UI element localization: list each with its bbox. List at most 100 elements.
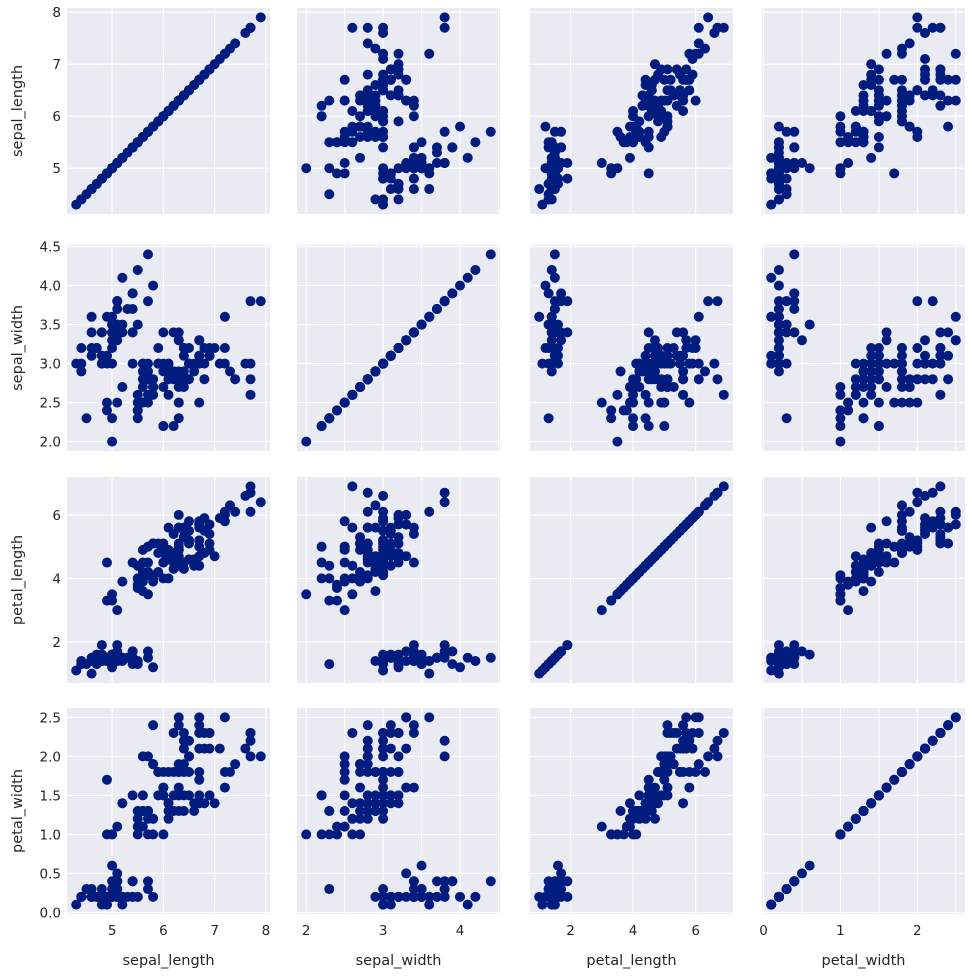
scatter-point: [766, 665, 777, 676]
scatter-point: [385, 891, 396, 902]
scatter-point: [331, 137, 342, 148]
scatter-point: [408, 111, 419, 122]
y-tick-label: 1.0: [40, 827, 61, 843]
scatter-point: [401, 95, 412, 106]
scatter-point: [107, 595, 118, 606]
scatter-point: [462, 152, 473, 163]
scatter-point: [766, 358, 777, 369]
scatter-point: [596, 821, 607, 832]
scatter-point: [378, 735, 389, 746]
scatter-point: [781, 413, 792, 424]
y-tick-label: 3.0: [40, 357, 61, 373]
scatter-point: [562, 891, 573, 902]
scatter-point: [219, 343, 230, 353]
scatter-point: [339, 126, 350, 137]
scatter-point: [378, 743, 389, 754]
y-tick-label: 6: [52, 508, 61, 524]
scatter-point: [671, 327, 682, 338]
scatter-point: [789, 288, 800, 299]
scatter-point: [881, 382, 892, 393]
scatter-point: [137, 751, 148, 762]
scatter-point: [943, 327, 954, 338]
scatter-point: [370, 500, 381, 511]
scatter-point: [142, 589, 153, 600]
scatter-point: [339, 158, 350, 169]
scatter-point: [866, 576, 877, 587]
scatter-point: [889, 541, 900, 552]
scatter-point: [881, 782, 892, 793]
scatter-point: [546, 366, 557, 377]
scatter-point: [858, 366, 869, 377]
scatter-point: [142, 876, 153, 887]
scatter-point: [132, 829, 143, 840]
scatter-point: [447, 142, 458, 153]
scatter-point: [148, 720, 159, 731]
scatter-point: [873, 366, 884, 377]
scatter-point: [789, 158, 800, 169]
scatter-point: [76, 343, 87, 353]
scatter-point: [615, 806, 626, 816]
scatter-point: [773, 311, 784, 322]
scatter-point: [631, 829, 642, 840]
scatter-point: [850, 389, 861, 400]
scatter-point: [835, 111, 846, 122]
scatter-point: [370, 806, 381, 816]
scatter-point: [107, 319, 118, 330]
scatter-point: [843, 405, 854, 416]
scatter-point: [385, 790, 396, 801]
scatter-point: [245, 727, 256, 738]
scatter-point: [378, 85, 389, 96]
scatter-point: [693, 506, 704, 517]
scatter-point: [687, 343, 698, 353]
y-tick-label: 2.0: [40, 435, 61, 451]
scatter-point: [408, 528, 419, 539]
scatter-point: [122, 303, 133, 314]
scatter-point: [96, 655, 107, 666]
scatter-point: [194, 720, 205, 731]
scatter-point: [889, 557, 900, 568]
scatter-point: [173, 790, 184, 801]
scatter-point: [163, 573, 174, 584]
scatter-point: [693, 712, 704, 723]
panel-sepal_length-vs-petal_length: [530, 8, 733, 214]
scatter-point: [640, 79, 651, 90]
scatter-point: [804, 649, 815, 660]
scatter-point: [117, 382, 128, 393]
y-tick-label: 4: [52, 571, 61, 587]
scatter-point: [896, 366, 907, 377]
scatter-point: [912, 358, 923, 369]
scatter-point: [549, 272, 560, 283]
scatter-point: [835, 582, 846, 593]
scatter-point: [370, 790, 381, 801]
scatter-point: [86, 184, 97, 195]
scatter-point: [543, 319, 554, 330]
scatter-point: [789, 296, 800, 307]
x-tick-label: 4: [629, 923, 638, 939]
scatter-point: [362, 22, 373, 33]
scatter-point: [693, 22, 704, 33]
y-tick-label: 7: [52, 57, 61, 73]
scatter-point: [101, 168, 112, 179]
scatter-point: [408, 891, 419, 902]
scatter-point: [316, 829, 327, 840]
scatter-point: [858, 382, 869, 393]
scatter-point: [873, 551, 884, 562]
scatter-point: [199, 374, 210, 385]
scatter-point: [240, 743, 251, 754]
scatter-point: [912, 22, 923, 33]
scatter-point: [168, 421, 179, 432]
scatter-point: [230, 38, 241, 49]
scatter-point: [76, 891, 87, 902]
scatter-point: [137, 132, 148, 143]
scatter-point: [107, 343, 118, 353]
scatter-point: [194, 766, 205, 777]
scatter-point: [81, 884, 92, 895]
scatter-point: [543, 413, 554, 424]
scatter-point: [912, 85, 923, 96]
scatter-point: [132, 264, 143, 275]
scatter-point: [439, 649, 450, 660]
scatter-point: [347, 481, 358, 492]
scatter-point: [439, 751, 450, 762]
scatter-point: [873, 74, 884, 85]
